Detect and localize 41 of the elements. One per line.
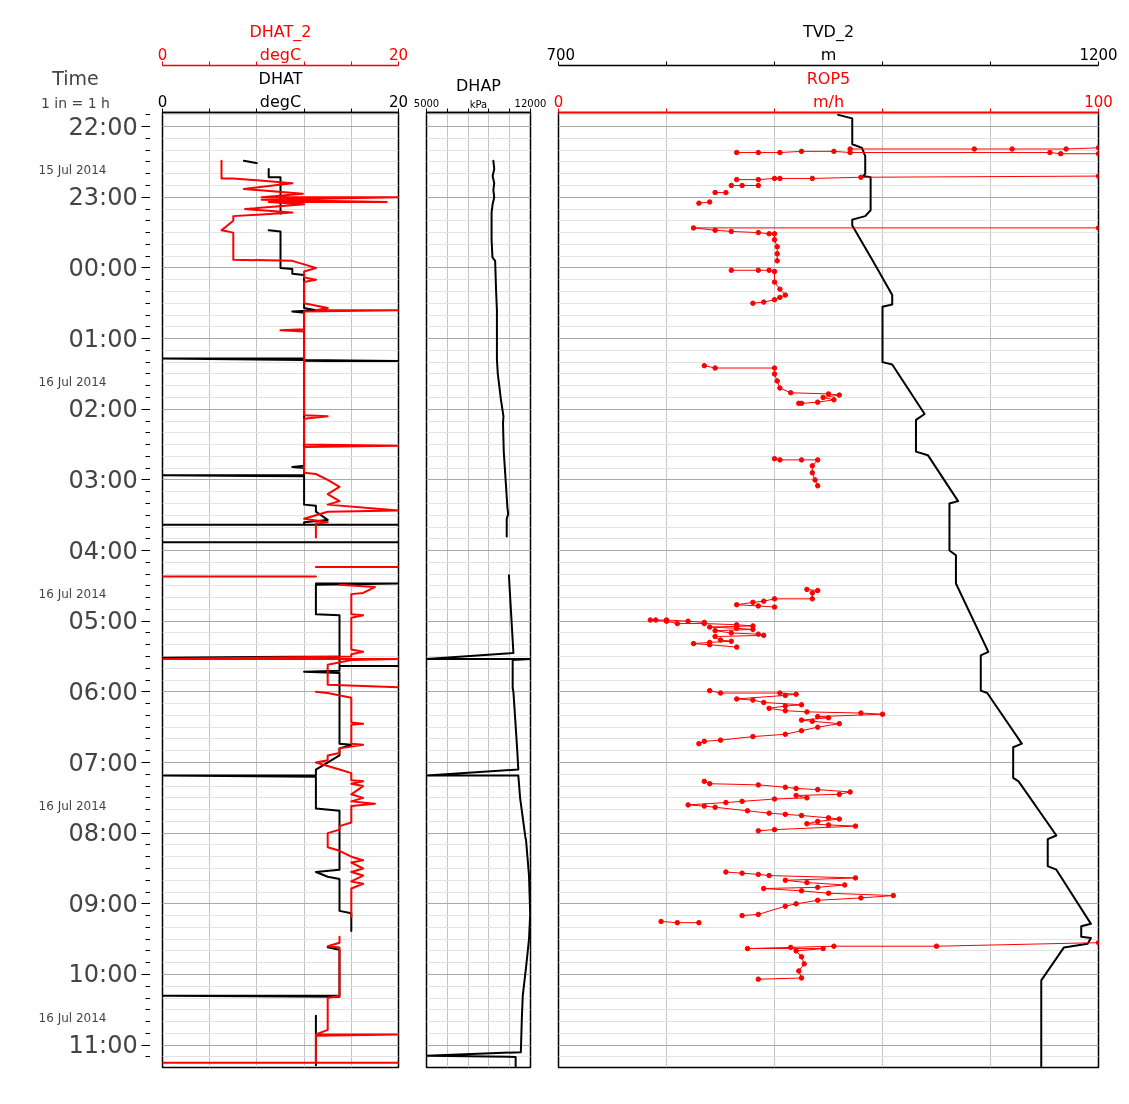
y-tick-label: 08:00 — [68, 819, 138, 848]
y2-tick-label: 16 Jul 2014 — [38, 1011, 107, 1026]
x2-tick-label: 20 — [388, 45, 409, 64]
text: TVD_2 — [801, 21, 855, 42]
x-axis-title: degC — [259, 91, 302, 111]
x-tick-label: 100 — [1084, 92, 1113, 111]
y2-tick-label: 16 Jul 2014 — [38, 799, 107, 814]
text: DHAT — [258, 68, 303, 88]
y-tick-label: 05:00 — [68, 607, 138, 636]
x2-axis-title: m — [820, 44, 837, 64]
x-tick-label: 0 — [553, 92, 564, 111]
text: ROP5 — [806, 68, 851, 88]
y-tick-label: 09:00 — [68, 889, 138, 918]
text: Time — [51, 66, 99, 89]
y-tick-label: 03:00 — [68, 465, 138, 494]
x-axis-title: kPa — [469, 98, 488, 110]
x-tick-label: 0 — [157, 92, 168, 111]
y2-tick-label: 16 Jul 2014 — [38, 587, 107, 602]
x2-tick-label: 1200 — [1079, 45, 1118, 64]
text: DHAT_2 — [249, 21, 312, 42]
y-tick-label: 10:00 — [68, 960, 138, 989]
x2-tick-label: 700 — [546, 45, 576, 64]
y-tick-label: 22:00 — [68, 112, 138, 141]
x-tick-label: 5000 — [413, 97, 440, 109]
x-tick-label: 20 — [388, 92, 409, 111]
y-tick-label: 00:00 — [68, 253, 138, 282]
y-tick-label: 23:00 — [68, 183, 138, 212]
x2-tick-label: 0 — [157, 45, 168, 64]
y-tick-label: 04:00 — [68, 536, 138, 565]
x2-axis-title: degC — [259, 44, 302, 64]
y2-tick-label: 15 Jul 2014 — [38, 163, 107, 178]
y-tick-label: 06:00 — [68, 677, 138, 706]
y-tick-label: 07:00 — [68, 748, 138, 777]
x-tick-label: 12000 — [514, 97, 547, 109]
text: 1 in = 1 h — [41, 94, 110, 111]
x-axis-title: m/h — [812, 91, 845, 111]
y-tick-label: 01:00 — [68, 324, 138, 353]
y2-tick-label: 16 Jul 2014 — [38, 375, 107, 390]
y-tick-label: 02:00 — [68, 395, 138, 424]
y-tick-label: 11:00 — [68, 1031, 138, 1060]
text: DHAP — [456, 75, 502, 95]
